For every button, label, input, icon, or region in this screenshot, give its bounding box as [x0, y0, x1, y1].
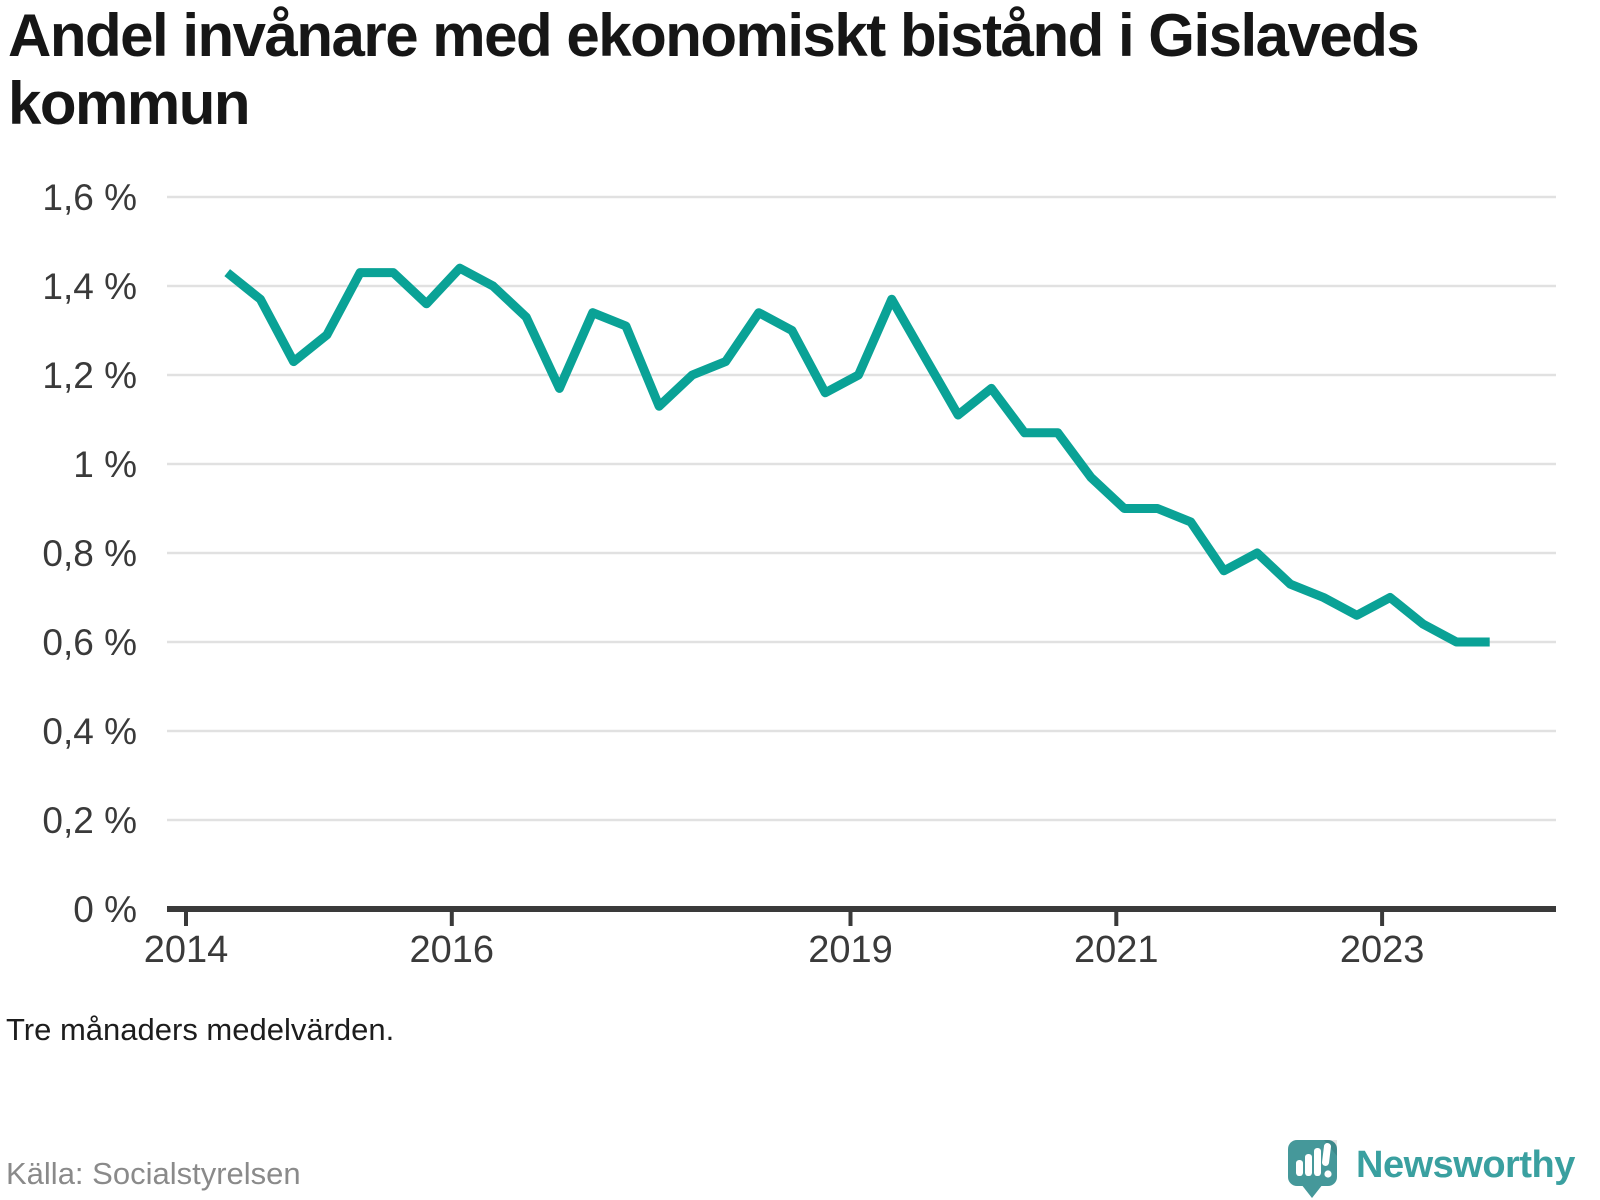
y-tick-label: 1 % — [73, 444, 137, 485]
x-tick-label: 2021 — [1074, 929, 1159, 971]
y-tick-label: 0,6 % — [42, 622, 137, 663]
x-tick-label: 2016 — [410, 929, 495, 971]
y-tick-label: 1,4 % — [42, 266, 137, 307]
y-tick-label: 0,8 % — [42, 533, 137, 574]
chart-footnote: Tre månaders medelvärden. — [6, 1012, 395, 1047]
y-tick-label: 0,2 % — [42, 800, 137, 841]
x-tick-label: 2019 — [808, 929, 893, 971]
newsworthy-logo: Newsworthy — [1288, 1138, 1575, 1200]
newsworthy-speech-bubble-chart-icon — [1288, 1140, 1337, 1198]
y-tick-label: 1,6 % — [42, 177, 137, 218]
x-tick-label: 2023 — [1340, 929, 1425, 971]
y-tick-label: 0 % — [73, 889, 137, 930]
data-line — [224, 263, 1490, 647]
y-tick-label: 1,2 % — [42, 355, 137, 396]
x-tick-label: 2014 — [144, 929, 229, 971]
brand-name: Newsworthy — [1356, 1144, 1575, 1186]
source-text: Källa: Socialstyrelsen — [6, 1156, 301, 1191]
y-tick-label: 0,4 % — [42, 711, 137, 752]
chart-title: Andel invånare med ekonomiskt bistånd i … — [8, 2, 1420, 138]
